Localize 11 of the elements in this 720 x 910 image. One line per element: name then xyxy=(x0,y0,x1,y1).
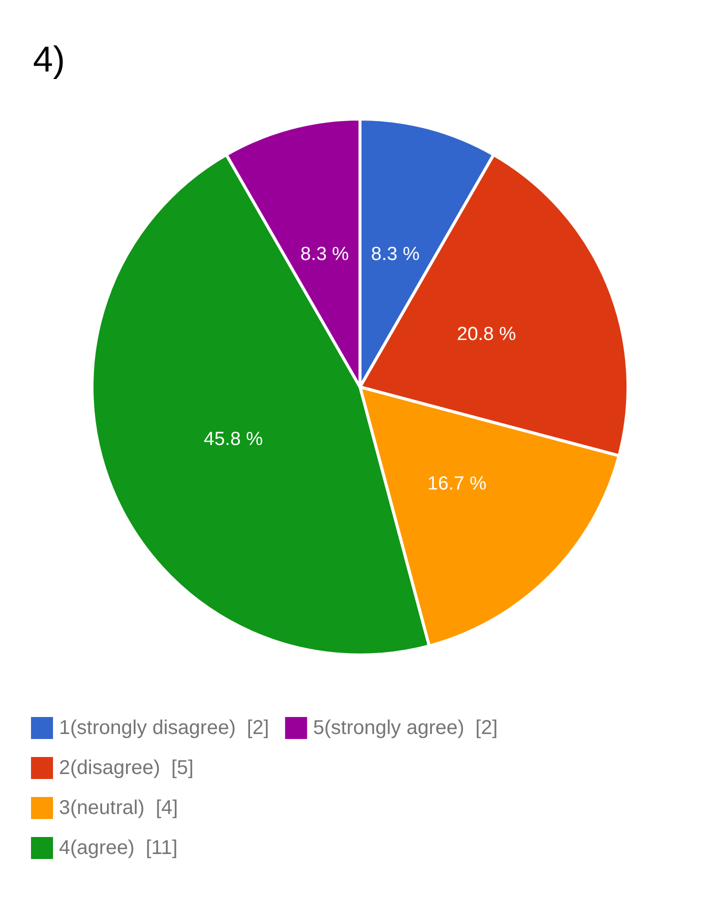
legend-label: 5(strongly agree) [2] xyxy=(313,717,498,739)
data-label: 45.8 % xyxy=(204,428,264,450)
legend-label: 2(disagree) [5] xyxy=(59,757,194,779)
legend-label: 1(strongly disagree) [2] xyxy=(59,717,270,739)
data-label: 8.3 % xyxy=(371,244,420,266)
data-label: 8.3 % xyxy=(300,244,350,266)
legend-label: 3(neutral) [4] xyxy=(59,797,178,819)
chart-title: 4) xyxy=(33,38,66,80)
legend-label: 4(agree) [11] xyxy=(59,837,178,859)
data-label: 16.7 % xyxy=(427,473,487,494)
data-label: 20.8 % xyxy=(456,324,516,345)
